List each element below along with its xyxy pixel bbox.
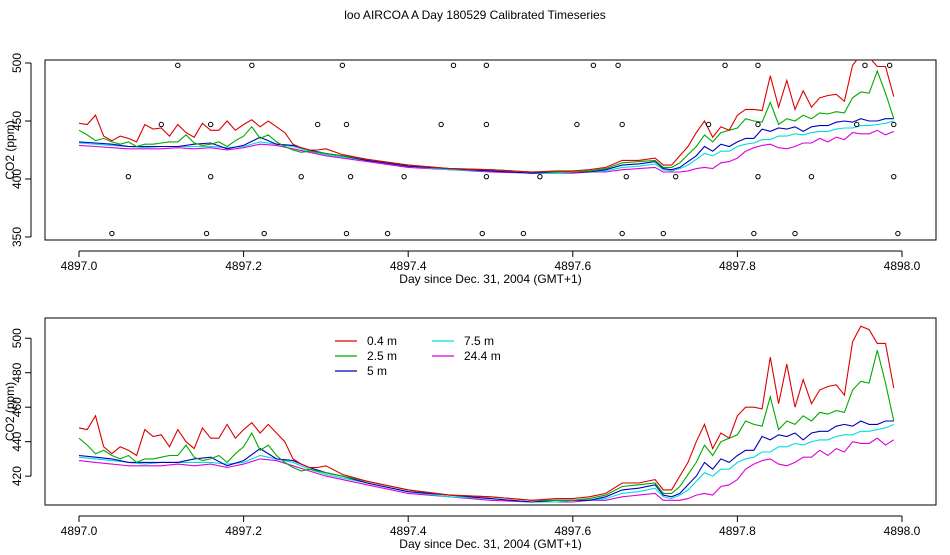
data-point xyxy=(261,230,267,237)
series-line-244m-top xyxy=(78,129,895,174)
data-point xyxy=(483,173,490,180)
data-point xyxy=(343,121,350,128)
data-point xyxy=(755,173,761,180)
data-point xyxy=(574,121,580,128)
data-point xyxy=(125,173,132,180)
data-point xyxy=(862,62,868,69)
data-point xyxy=(483,121,490,128)
y-tick-label-bottom: 460 xyxy=(10,397,24,417)
data-point xyxy=(343,230,350,237)
x-tick-label-bottom: 4898.0 xyxy=(884,524,921,538)
legend-label-5m: 5 m xyxy=(367,364,387,378)
x-tick-label-bottom: 4897.4 xyxy=(390,524,427,538)
data-point xyxy=(755,62,761,69)
series-line-5m-bottom xyxy=(78,420,894,503)
x-tick-label-top: 4897.6 xyxy=(554,259,591,273)
x-tick-label-bottom: 4897.8 xyxy=(719,524,756,538)
data-point xyxy=(672,173,679,180)
data-point xyxy=(438,121,444,128)
data-point xyxy=(207,121,214,128)
plot-frame-bottom xyxy=(44,317,937,506)
legend-label-75m: 7.5 m xyxy=(464,334,494,348)
x-tick-label-top: 4897.8 xyxy=(719,259,756,273)
data-point xyxy=(705,121,712,128)
data-point xyxy=(891,121,897,128)
legend-label-04m: 0.4 m xyxy=(367,334,397,348)
chart-title: loo AIRCOA A Day 180529 Calibrated Times… xyxy=(344,8,605,22)
series-line-25m-bottom xyxy=(78,350,895,501)
data-point xyxy=(158,121,165,128)
x-axis-label-top: Day since Dec. 31, 2004 (GMT+1) xyxy=(399,272,581,286)
series-line-75m-top xyxy=(78,120,894,174)
data-point xyxy=(109,230,115,237)
y-tick-label-bottom: 420 xyxy=(10,466,24,486)
data-point xyxy=(615,62,621,69)
data-point xyxy=(537,173,543,180)
data-point xyxy=(660,230,667,237)
data-point xyxy=(886,62,893,69)
legend: 0.4 m2.5 m5 m 7.5 m24.4 m xyxy=(335,334,501,378)
y-axis-label-top: CO2 (ppm) xyxy=(3,120,17,179)
panel-bottom: 4897.0 4897.2 4897.4 4897.6 4897.8 4898.0 Day … xyxy=(3,317,937,551)
plot-frame-top xyxy=(44,59,937,241)
y-tick-label-bottom: 480 xyxy=(10,362,24,382)
x-tick-label-bottom: 4897.0 xyxy=(61,524,98,538)
series-line-04m-bottom xyxy=(78,325,895,501)
series-line-04m-top xyxy=(78,60,895,173)
data-point xyxy=(207,173,214,180)
data-point xyxy=(479,230,485,237)
x-tick-label-top: 4897.4 xyxy=(390,259,427,273)
series-line-25m-top xyxy=(78,69,895,173)
x-tick-label-top: 4897.0 xyxy=(61,259,98,273)
data-point xyxy=(722,62,728,69)
data-point xyxy=(339,62,346,69)
panel-top: 4897.0 4897.2 4897.4 4897.6 4897.8 4898.0 Day … xyxy=(3,53,937,286)
data-point xyxy=(895,230,901,237)
data-point xyxy=(891,173,897,180)
y-axis-label-bottom: CO2 (ppm) xyxy=(3,382,17,441)
x-tick-label-top: 4897.2 xyxy=(225,259,262,273)
data-point xyxy=(175,62,181,69)
y-tick-label-top: 350 xyxy=(10,227,24,247)
y-tick-label-bottom: 440 xyxy=(10,431,24,451)
data-point xyxy=(249,62,255,69)
series-line-5m-top xyxy=(78,118,894,174)
data-point xyxy=(854,121,860,128)
data-point xyxy=(314,121,321,128)
data-point xyxy=(384,230,391,237)
data-point xyxy=(751,230,757,237)
data-point xyxy=(623,173,629,180)
y-tick-label-top: 400 xyxy=(10,169,24,189)
x-tick-label-bottom: 4897.6 xyxy=(554,524,591,538)
data-point xyxy=(590,62,597,69)
data-point xyxy=(619,121,625,128)
data-point xyxy=(619,230,625,237)
series-line-75m-bottom xyxy=(78,423,895,503)
data-point xyxy=(483,62,490,69)
x-tick-label-top: 4898.0 xyxy=(884,259,921,273)
data-point xyxy=(298,173,304,180)
legend-label-25m: 2.5 m xyxy=(367,349,397,363)
data-point xyxy=(520,230,527,237)
data-point xyxy=(450,62,457,69)
legend-label-244m: 24.4 m xyxy=(464,349,501,363)
y-tick-label-bottom: 500 xyxy=(10,328,24,348)
data-point xyxy=(808,173,815,180)
series-group-top xyxy=(78,60,895,174)
x-tick-label-bottom: 4897.2 xyxy=(225,524,262,538)
x-axis-label-bottom: Day since Dec. 31, 2004 (GMT+1) xyxy=(399,537,581,550)
data-point xyxy=(347,173,354,180)
series-group-bottom xyxy=(78,325,895,503)
data-point xyxy=(755,121,761,128)
y-tick-label-top: 500 xyxy=(10,53,24,73)
data-point xyxy=(401,173,407,180)
series-line-244m-bottom xyxy=(78,437,895,503)
y-tick-label-top: 450 xyxy=(10,111,24,131)
data-point xyxy=(792,230,798,237)
data-point xyxy=(203,230,210,237)
